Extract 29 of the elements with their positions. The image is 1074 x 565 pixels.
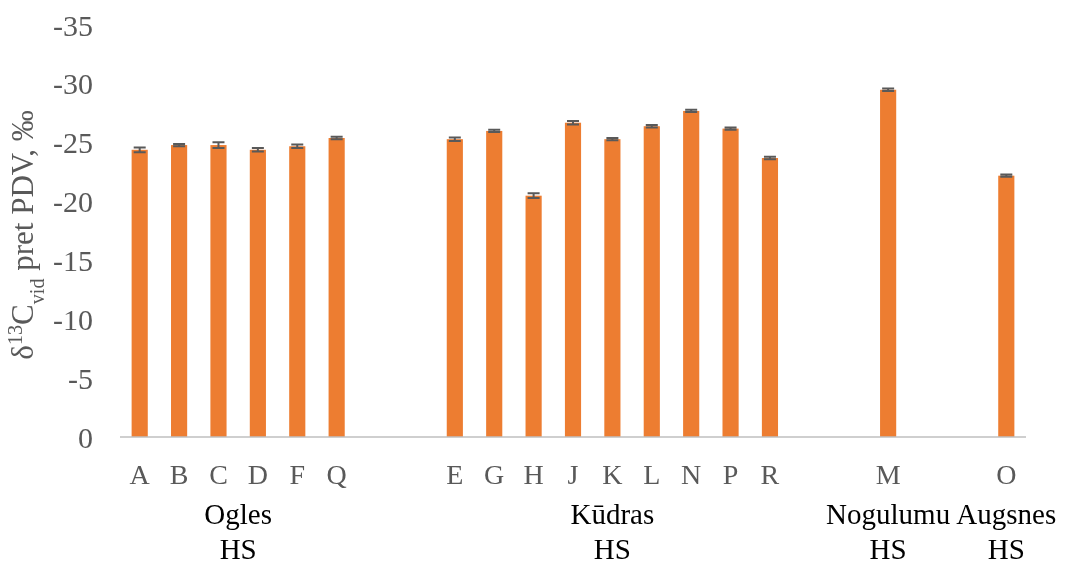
x-tick-label: M bbox=[875, 459, 901, 490]
text: Nogulumu HS bbox=[826, 498, 951, 565]
x-tick-label: N bbox=[681, 459, 702, 490]
y-tick-label: 0 bbox=[78, 420, 93, 454]
x-tick-label: P bbox=[722, 459, 739, 490]
x-tick-label: R bbox=[760, 459, 780, 490]
text: Kūdras HS bbox=[570, 498, 655, 565]
y-tick-label: -35 bbox=[53, 8, 93, 42]
x-tick-label: G bbox=[484, 459, 505, 490]
x-tick-label: F bbox=[289, 459, 306, 490]
x-tick-label: O bbox=[996, 459, 1017, 490]
x-tick-label: C bbox=[209, 459, 228, 490]
y-tick-label: -15 bbox=[53, 243, 93, 277]
x-tick-label: B bbox=[169, 459, 189, 490]
y-tick-label: -25 bbox=[53, 126, 93, 160]
y-tick-label: -10 bbox=[53, 302, 93, 336]
y-tick-label: -5 bbox=[68, 361, 93, 395]
x-tick-label: A bbox=[129, 459, 151, 490]
x-tick-label: H bbox=[523, 459, 544, 490]
x-tick-label: D bbox=[247, 459, 268, 490]
x-tick-label: J bbox=[567, 459, 579, 490]
y-tick-label: -30 bbox=[53, 67, 93, 101]
x-tick-label: E bbox=[446, 459, 464, 490]
text: Ogles HS bbox=[204, 498, 273, 565]
y-tick-label: -20 bbox=[53, 185, 93, 219]
text: Augsnes HS bbox=[956, 498, 1057, 565]
x-tick-label: Q bbox=[326, 459, 347, 490]
x-tick-label: L bbox=[643, 459, 661, 490]
x-tick-label: K bbox=[602, 459, 623, 490]
